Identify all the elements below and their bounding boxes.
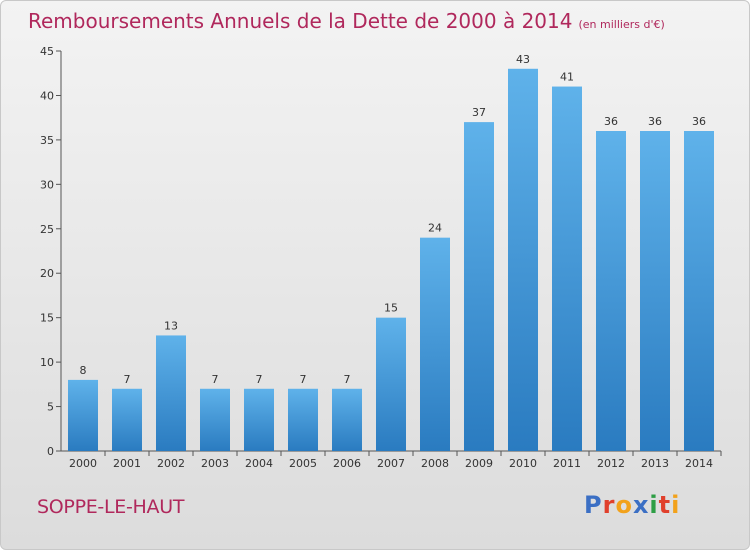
bar (244, 388, 274, 451)
proxiti-logo: Proxiti (584, 491, 680, 519)
x-tick-label: 2011 (553, 457, 581, 470)
bar (156, 335, 186, 451)
x-tick-label: 2014 (685, 457, 713, 470)
bar (376, 317, 406, 451)
data-label: 7 (344, 373, 351, 386)
data-label: 36 (604, 115, 618, 128)
chart-title-text: Remboursements Annuels de la Dette de 20… (28, 9, 573, 33)
bar (640, 131, 670, 451)
x-tick-label: 2006 (333, 457, 361, 470)
bar (288, 388, 318, 451)
logo-letter: i (671, 491, 681, 519)
x-tick-label: 2003 (201, 457, 229, 470)
bar (200, 388, 230, 451)
data-label: 13 (164, 319, 178, 332)
y-tick-label: 20 (40, 267, 54, 280)
data-label: 7 (212, 373, 219, 386)
logo-letter: t (658, 491, 672, 519)
data-label: 36 (692, 115, 706, 128)
bar (68, 379, 98, 451)
bar (420, 237, 450, 451)
bar (684, 131, 714, 451)
logo-letter: r (602, 491, 616, 519)
x-tick-label: 2001 (113, 457, 141, 470)
y-tick-label: 45 (40, 45, 54, 58)
x-tick-label: 2005 (289, 457, 317, 470)
y-tick-label: 25 (40, 223, 54, 236)
x-tick-label: 2012 (597, 457, 625, 470)
y-tick-label: 10 (40, 356, 54, 369)
x-tick-label: 2008 (421, 457, 449, 470)
data-label: 7 (300, 373, 307, 386)
x-tick-label: 2002 (157, 457, 185, 470)
y-tick-label: 15 (40, 312, 54, 325)
bar (112, 388, 142, 451)
chart-title: Remboursements Annuels de la Dette de 20… (28, 9, 665, 33)
x-tick-label: 2004 (245, 457, 273, 470)
place-name: SOPPE-LE-HAUT (37, 496, 185, 518)
x-tick-label: 2013 (641, 457, 669, 470)
logo-letter: i (649, 491, 659, 519)
data-label: 24 (428, 222, 442, 235)
x-tick-label: 2000 (69, 457, 97, 470)
logo-letter: x (632, 491, 650, 519)
data-label: 37 (472, 106, 486, 119)
data-label: 36 (648, 115, 662, 128)
y-tick-label: 0 (47, 445, 54, 458)
x-tick-label: 2010 (509, 457, 537, 470)
x-tick-label: 2007 (377, 457, 405, 470)
data-label: 7 (256, 373, 263, 386)
y-tick-label: 5 (47, 401, 54, 414)
y-tick-label: 30 (40, 178, 54, 191)
bar (552, 86, 582, 452)
data-label: 15 (384, 302, 398, 315)
bar (508, 68, 538, 452)
y-tick-label: 40 (40, 89, 54, 102)
bar (464, 122, 494, 451)
data-label: 41 (560, 71, 574, 84)
logo-letter: P (584, 491, 603, 519)
y-tick-label: 35 (40, 134, 54, 147)
data-label: 8 (80, 364, 87, 377)
logo-letter: o (615, 491, 633, 519)
data-label: 43 (516, 53, 530, 66)
bar (596, 131, 626, 451)
chart-subtitle: (en milliers d'€) (578, 18, 665, 31)
x-tick-label: 2009 (465, 457, 493, 470)
bar (332, 388, 362, 451)
data-label: 7 (124, 373, 131, 386)
